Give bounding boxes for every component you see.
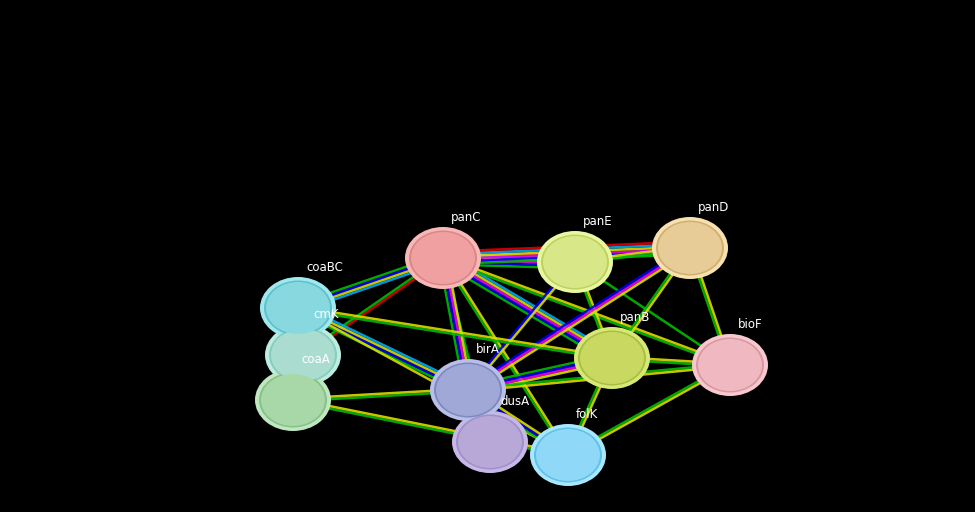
Ellipse shape xyxy=(259,373,327,428)
Ellipse shape xyxy=(261,374,325,426)
Text: cmK: cmK xyxy=(313,308,338,321)
Ellipse shape xyxy=(543,236,607,288)
Ellipse shape xyxy=(269,328,337,382)
Ellipse shape xyxy=(537,231,613,293)
Ellipse shape xyxy=(536,429,600,481)
Ellipse shape xyxy=(436,364,500,416)
Ellipse shape xyxy=(452,411,528,473)
Ellipse shape xyxy=(692,334,768,396)
Text: birA: birA xyxy=(476,343,500,356)
Ellipse shape xyxy=(409,230,477,286)
Ellipse shape xyxy=(698,339,762,391)
Text: panC: panC xyxy=(451,211,482,224)
Ellipse shape xyxy=(264,281,332,335)
Ellipse shape xyxy=(430,359,506,421)
Ellipse shape xyxy=(255,369,331,431)
Text: coaBC: coaBC xyxy=(306,261,343,274)
Ellipse shape xyxy=(434,362,502,417)
Text: bioF: bioF xyxy=(738,318,762,331)
Ellipse shape xyxy=(534,428,602,482)
Text: panB: panB xyxy=(620,311,650,324)
Ellipse shape xyxy=(696,337,764,393)
Ellipse shape xyxy=(411,232,475,284)
Text: folK: folK xyxy=(576,408,599,421)
Ellipse shape xyxy=(405,227,481,289)
Ellipse shape xyxy=(456,415,524,470)
Ellipse shape xyxy=(580,332,644,384)
Ellipse shape xyxy=(458,416,522,468)
Ellipse shape xyxy=(266,282,330,334)
Ellipse shape xyxy=(652,217,728,279)
Ellipse shape xyxy=(658,222,722,274)
Ellipse shape xyxy=(541,234,609,289)
Text: coaA: coaA xyxy=(301,353,330,366)
Text: dusA: dusA xyxy=(500,395,529,408)
Ellipse shape xyxy=(530,424,606,486)
Ellipse shape xyxy=(265,324,341,386)
Text: panE: panE xyxy=(583,215,612,228)
Ellipse shape xyxy=(656,221,724,275)
Text: panD: panD xyxy=(698,201,729,214)
Ellipse shape xyxy=(260,277,336,339)
Ellipse shape xyxy=(578,331,646,386)
Ellipse shape xyxy=(271,329,335,381)
Ellipse shape xyxy=(574,327,650,389)
